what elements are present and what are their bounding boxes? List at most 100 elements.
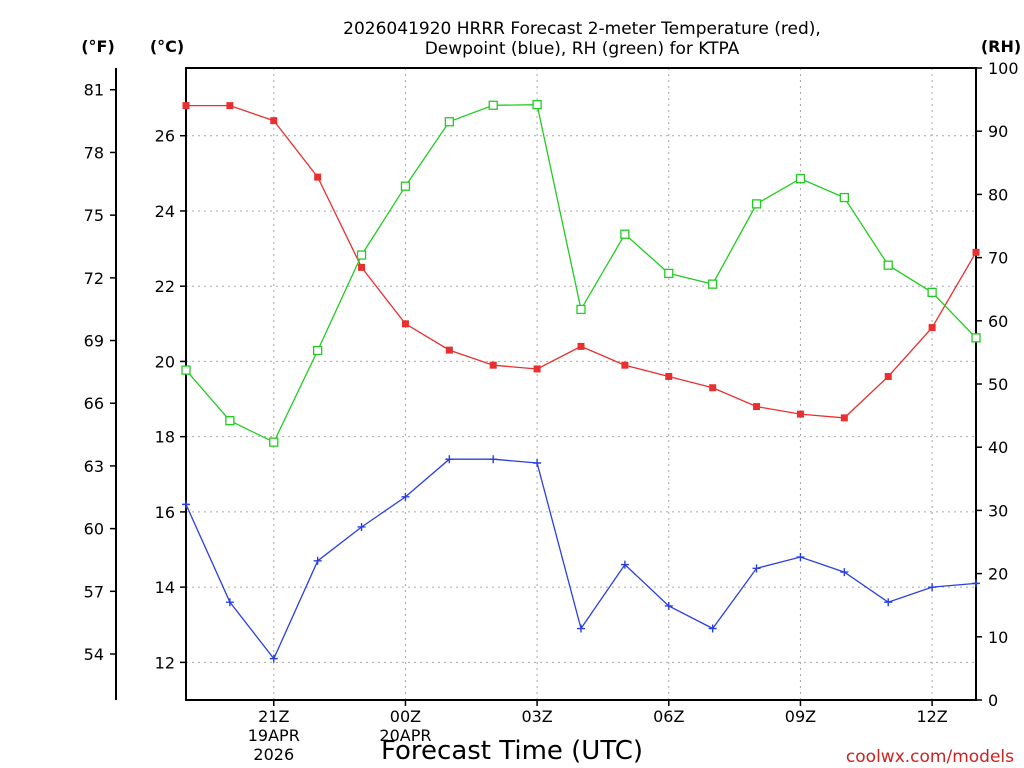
fahrenheit-tick-label: 63 — [84, 457, 104, 476]
rh-point — [532, 100, 542, 110]
fahrenheit-tick-label: 78 — [84, 143, 104, 162]
rh-tick-label: 20 — [988, 565, 1008, 584]
temperature-point — [533, 365, 541, 373]
celsius-tick-label: 24 — [155, 202, 175, 221]
temperature-point — [840, 414, 848, 422]
rh-tick-label: 40 — [988, 438, 1008, 457]
x-tick-label: 03Z — [521, 707, 552, 726]
x-tick-label: 06Z — [653, 707, 684, 726]
fahrenheit-tick-label: 57 — [84, 582, 104, 601]
dewpoint-point — [884, 598, 893, 607]
rh-tick-label: 0 — [988, 691, 998, 710]
rh-tick-label: 30 — [988, 501, 1008, 520]
x-axis-title: Forecast Time (UTC) — [381, 736, 643, 766]
temperature-point — [182, 102, 190, 110]
celsius-unit-label: (°C) — [150, 37, 184, 56]
x-tick-label: 00Z — [390, 707, 421, 726]
celsius-tick-label: 26 — [155, 127, 175, 146]
rh-point — [488, 100, 498, 110]
temperature-point — [972, 248, 980, 256]
fahrenheit-tick-label: 75 — [84, 206, 104, 225]
rh-unit-label: (RH) — [981, 37, 1021, 56]
x-tick-label: 21Z — [258, 707, 289, 726]
temperature-point — [709, 384, 717, 392]
fahrenheit-tick-label: 66 — [84, 394, 104, 413]
x-tick-label: 2026 — [253, 745, 294, 764]
x-tick-label: 12Z — [916, 707, 947, 726]
rh-point — [927, 287, 937, 298]
rh-tick-label: 80 — [988, 185, 1008, 204]
temperature-point — [796, 410, 804, 418]
dewpoint-point — [620, 560, 629, 569]
fahrenheit-tick-label: 81 — [84, 81, 104, 100]
rh-point — [400, 181, 411, 191]
fahrenheit-tick-label: 54 — [84, 645, 104, 664]
celsius-tick-label: 12 — [155, 653, 175, 672]
rh-point — [708, 279, 718, 289]
temperature-point — [577, 342, 585, 350]
dewpoint-point — [269, 654, 278, 663]
temperature-point — [314, 173, 322, 181]
data-series — [181, 100, 981, 663]
rh-point — [795, 173, 806, 184]
temperature-series — [182, 102, 980, 422]
rh-point — [444, 117, 454, 127]
rh-point — [225, 416, 235, 426]
fahrenheit-unit-label: (°F) — [81, 37, 115, 56]
x-tick-label: 19APR — [248, 726, 300, 745]
temperature-point — [226, 102, 234, 110]
celsius-tick-label: 22 — [155, 277, 175, 296]
rh-point — [269, 437, 279, 447]
dewpoint-point — [182, 500, 190, 509]
dewpoint-point — [489, 455, 498, 464]
dewpoint-point — [401, 492, 410, 501]
rh-tick-label: 10 — [988, 628, 1008, 647]
dewpoint-point — [445, 455, 454, 464]
dewpoint-point — [357, 522, 366, 531]
dewpoint-point — [928, 583, 937, 592]
axes — [110, 67, 982, 706]
rh-point — [751, 199, 762, 209]
celsius-tick-label: 20 — [155, 352, 175, 371]
temperature-point — [401, 320, 409, 328]
temperature-point — [358, 263, 366, 271]
temperature-point — [665, 372, 673, 380]
rh-point — [181, 365, 191, 375]
celsius-tick-label: 14 — [155, 578, 175, 597]
temperature-point — [489, 361, 497, 369]
x-tick-label: 20APR — [379, 726, 431, 745]
rh-series — [181, 100, 981, 447]
dewpoint-point — [752, 564, 761, 573]
rh-tick-label: 100 — [988, 59, 1019, 78]
temperature-point — [270, 117, 278, 125]
dewpoint-point — [708, 624, 717, 633]
plot-frame — [185, 67, 977, 701]
temperature-point — [621, 361, 629, 369]
dewpoint-point — [225, 598, 234, 607]
rh-point — [313, 345, 323, 356]
dewpoint-point — [664, 601, 673, 610]
rh-tick-label: 50 — [988, 375, 1008, 394]
rh-point — [839, 192, 849, 203]
chart-title-line-1: 2026041920 HRRR Forecast 2-meter Tempera… — [343, 19, 821, 39]
grid-lines — [186, 68, 976, 700]
rh-point — [664, 268, 674, 279]
temperature-point — [445, 346, 453, 354]
rh-point — [356, 250, 367, 260]
fahrenheit-tick-label: 60 — [84, 520, 104, 539]
rh-point — [620, 229, 630, 239]
temperature-point — [884, 372, 892, 380]
source-credit: coolwx.com/models — [846, 747, 1014, 767]
rh-point — [883, 260, 893, 270]
celsius-tick-label: 16 — [155, 503, 175, 522]
x-tick-label: 09Z — [785, 707, 816, 726]
dewpoint-point — [533, 459, 542, 467]
fahrenheit-tick-label: 69 — [84, 332, 104, 351]
rh-point — [576, 304, 586, 315]
temperature-point — [928, 324, 936, 332]
celsius-tick-label: 18 — [155, 428, 175, 447]
rh-tick-label: 60 — [988, 312, 1008, 331]
rh-line — [185, 104, 977, 443]
dewpoint-point — [577, 624, 585, 633]
